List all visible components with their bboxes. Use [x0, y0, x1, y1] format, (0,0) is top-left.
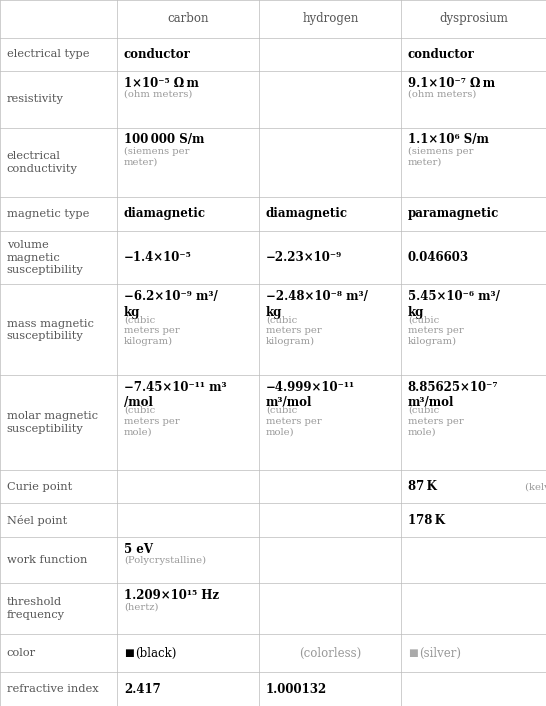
- Text: −2.48×10⁻⁸ m³/
kg: −2.48×10⁻⁸ m³/ kg: [266, 290, 368, 318]
- Text: ■: ■: [124, 649, 134, 658]
- Text: 100 000 S/m: 100 000 S/m: [124, 133, 204, 146]
- Text: −2.23×10⁻⁹: −2.23×10⁻⁹: [266, 251, 342, 264]
- Text: (ohm meters): (ohm meters): [124, 90, 192, 99]
- Text: dysprosium: dysprosium: [439, 13, 508, 25]
- Text: (kelvins): (kelvins): [522, 482, 546, 491]
- Text: carbon: carbon: [168, 13, 209, 25]
- Text: (cubic
meters per
kilogram): (cubic meters per kilogram): [408, 316, 464, 346]
- Text: (colorless): (colorless): [299, 647, 361, 659]
- Text: −6.2×10⁻⁹ m³/
kg: −6.2×10⁻⁹ m³/ kg: [124, 290, 218, 318]
- Text: (siemens per
meter): (siemens per meter): [408, 147, 473, 167]
- Text: refractive index: refractive index: [7, 684, 98, 694]
- Text: conductor: conductor: [408, 48, 474, 61]
- Text: 9.1×10⁻⁷ Ω m: 9.1×10⁻⁷ Ω m: [408, 76, 495, 90]
- Text: 1.209×10¹⁵ Hz: 1.209×10¹⁵ Hz: [124, 589, 219, 602]
- Text: 1×10⁻⁵ Ω m: 1×10⁻⁵ Ω m: [124, 76, 199, 90]
- Text: color: color: [7, 648, 35, 658]
- Text: −4.999×10⁻¹¹
m³/mol: −4.999×10⁻¹¹ m³/mol: [266, 381, 355, 409]
- Text: 1.000132: 1.000132: [266, 683, 327, 695]
- Text: threshold
frequency: threshold frequency: [7, 597, 64, 620]
- Text: (Polycrystalline): (Polycrystalline): [124, 556, 206, 566]
- Text: electrical type: electrical type: [7, 49, 89, 59]
- Text: 0.046603: 0.046603: [408, 251, 469, 264]
- Text: work function: work function: [7, 555, 87, 566]
- Text: paramagnetic: paramagnetic: [408, 208, 499, 220]
- Text: resistivity: resistivity: [7, 95, 63, 104]
- Text: molar magnetic
susceptibility: molar magnetic susceptibility: [7, 411, 98, 433]
- Text: (hertz): (hertz): [124, 602, 158, 611]
- Text: −7.45×10⁻¹¹ m³
/mol: −7.45×10⁻¹¹ m³ /mol: [124, 381, 227, 409]
- Text: Curie point: Curie point: [7, 481, 72, 491]
- Text: 5 eV: 5 eV: [124, 543, 153, 556]
- Text: 8.85625×10⁻⁷
m³/mol: 8.85625×10⁻⁷ m³/mol: [408, 381, 498, 409]
- Text: (cubic
meters per
mole): (cubic meters per mole): [408, 406, 464, 436]
- Text: 5.45×10⁻⁶ m³/
kg: 5.45×10⁻⁶ m³/ kg: [408, 290, 500, 318]
- Text: electrical
conductivity: electrical conductivity: [7, 151, 78, 174]
- Text: 1.1×10⁶ S/m: 1.1×10⁶ S/m: [408, 133, 489, 146]
- Text: (cubic
meters per
kilogram): (cubic meters per kilogram): [266, 316, 322, 346]
- Text: diamagnetic: diamagnetic: [124, 208, 206, 220]
- Text: Néel point: Néel point: [7, 515, 67, 526]
- Text: conductor: conductor: [124, 48, 191, 61]
- Text: volume
magnetic
susceptibility: volume magnetic susceptibility: [7, 240, 84, 275]
- Text: 2.417: 2.417: [124, 683, 161, 695]
- Text: −1.4×10⁻⁵: −1.4×10⁻⁵: [124, 251, 192, 264]
- Text: ■: ■: [408, 649, 418, 658]
- Text: (siemens per
meter): (siemens per meter): [124, 147, 189, 167]
- Text: magnetic type: magnetic type: [7, 209, 89, 219]
- Text: (ohm meters): (ohm meters): [408, 90, 476, 99]
- Text: hydrogen: hydrogen: [302, 13, 359, 25]
- Text: (silver): (silver): [419, 647, 461, 659]
- Text: (cubic
meters per
mole): (cubic meters per mole): [124, 406, 180, 436]
- Text: (cubic
meters per
mole): (cubic meters per mole): [266, 406, 322, 436]
- Text: diamagnetic: diamagnetic: [266, 208, 348, 220]
- Text: mass magnetic
susceptibility: mass magnetic susceptibility: [7, 318, 93, 341]
- Text: 87 K: 87 K: [408, 480, 437, 493]
- Text: (black): (black): [135, 647, 176, 659]
- Text: 178 K: 178 K: [408, 514, 445, 527]
- Text: (cubic
meters per
kilogram): (cubic meters per kilogram): [124, 316, 180, 346]
